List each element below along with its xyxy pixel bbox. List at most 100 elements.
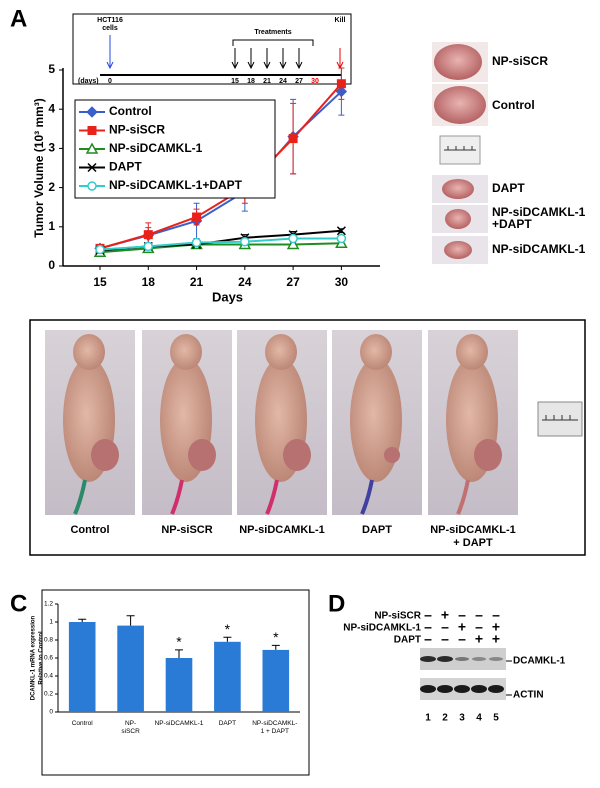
timeline-day: 27 [295,78,303,85]
y-tick-label: 4 [48,101,55,115]
ruler-ticks [542,415,578,421]
tumor [434,86,486,124]
y-tick-label: 2 [48,180,55,194]
mouse-label: NP-siDCAMKL-1 [430,524,516,536]
significance-mark: * [176,634,182,650]
point [95,244,105,255]
mouse-head [360,334,392,370]
mouse-tail [265,479,279,515]
blot-band [489,657,503,661]
y-tick-label: 1 [49,619,53,626]
condition-sign: – [492,607,500,623]
significance-mark: * [273,629,279,645]
x-tick-label: 24 [238,275,252,289]
mouse-label: NP-siDCAMKL-1 [239,524,325,536]
mouse-tail [360,479,374,515]
point [192,212,202,222]
x-tick-label: NP-siDCAMKL-1 [154,720,204,727]
timeline-cells-label: HCT116 [97,17,123,24]
x-tick-label: DAPT [218,720,237,727]
timeline-kill: Kill [335,17,346,24]
timeline-day: 0 [108,78,112,85]
photo-label: NP-siDCAMKL-1 [492,242,586,256]
series-line [99,83,343,250]
timeline-arrow [263,48,271,70]
y-axis-label: Tumor Volume (10³ mm³) [32,98,46,238]
timeline-arrow [231,48,239,70]
point [336,233,347,244]
panel-letter: C [10,590,27,617]
x-tick-label: 21 [190,275,204,289]
photo-label: NP-siDCAMKL-1 [492,205,586,219]
photo-label: Control [492,98,535,112]
blot-band [420,656,436,662]
blot-band [420,685,436,693]
legend-label: DAPT [109,160,142,174]
mouse-tumor [474,439,502,471]
mouse-tumor [91,439,119,471]
point [143,241,154,252]
x-axis-label: Days [212,289,243,304]
bar [262,649,290,712]
lane-label: 5 [493,713,499,724]
point [288,134,298,144]
y-tick-label: 1.2 [44,601,53,608]
condition-sign: + [475,631,483,647]
photo-label: +DAPT [492,217,532,231]
condition-label: NP-siDCAMKL-1 [343,623,421,634]
timeline-arrow [106,35,114,70]
point [143,230,153,240]
tumor [445,209,471,229]
mouse-label: + DAPT [453,537,493,549]
bar [117,625,144,712]
y-tick-label: 0.2 [44,691,53,698]
mouse-body [350,358,402,482]
condition-sign: – [424,631,432,647]
lane-label: 1 [425,713,431,724]
mouse-tail [73,479,87,515]
mouse-head [170,334,202,370]
timeline-day: 18 [247,78,255,85]
timeline-treatments: Treatments [254,29,291,36]
blot-band [455,657,469,661]
y-tick-label: 0.4 [44,673,53,680]
y-tick-label: 0 [48,258,55,272]
legend-marker [85,142,99,154]
condition-sign: – [458,631,466,647]
error-bar [223,636,232,642]
mouse-label: Control [70,524,109,536]
y-tick-label: 0.6 [44,655,53,662]
condition-sign: + [441,607,449,623]
x-tick-label: NP-siSCR [121,720,140,735]
condition-label: DAPT [394,635,421,646]
timeline-arrow [295,48,303,70]
photo-label: DAPT [492,181,525,195]
legend-label: Control [109,104,152,118]
mouse-tumor [188,439,216,471]
condition-sign: – [441,631,449,647]
legend-marker [87,162,97,173]
legend-label: NP-siDCAMKL-1 [109,141,203,155]
timeline-arrow [279,48,287,70]
mouse-head [265,334,297,370]
blot-band [488,685,504,693]
mouse-tumor [384,447,400,463]
panel-letter: D [328,590,345,617]
mouse-head [73,334,105,370]
x-tick-label: 15 [93,275,107,289]
band-label: ACTIN [513,690,544,701]
point [336,79,346,89]
condition-sign: – [441,619,449,635]
tumor [444,241,472,259]
timeline-day: 30 [311,78,319,85]
condition-sign: + [492,631,500,647]
series-line [99,237,342,251]
x-tick-label: Control [71,720,93,727]
mouse-label: DAPT [362,524,392,536]
mouse-label: NP-siSCR [161,524,212,536]
treatment-bracket [232,39,314,46]
y-tick-label: 1 [48,219,55,233]
y-axis-label: DCAMKL-1 mRNA expression [31,615,37,700]
bar [214,641,241,712]
point [288,233,298,244]
